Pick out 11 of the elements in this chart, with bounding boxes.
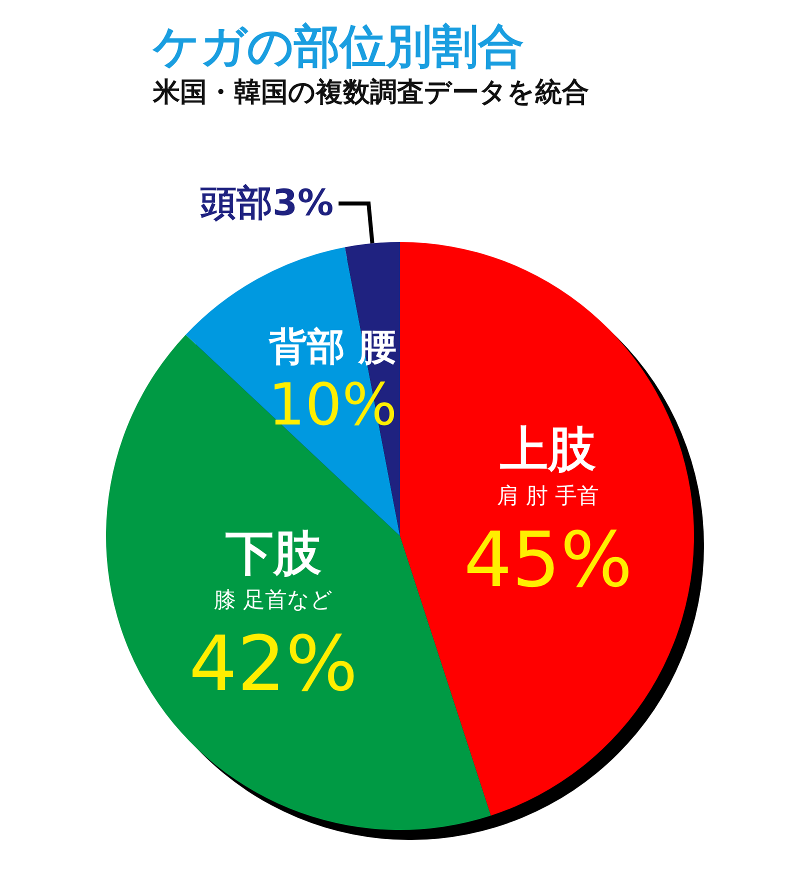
slice-label: 下肢 (225, 525, 322, 582)
chart-title: ケガの部位別割合 (152, 19, 524, 73)
slice-label: 頭部3% (199, 182, 334, 224)
slice-label: 上肢 (500, 422, 596, 478)
data-label: 10% (268, 370, 398, 439)
data-label: 45% (464, 515, 633, 604)
slice-label: 背部 腰 (268, 324, 396, 369)
text: 膝 足首など (214, 588, 333, 613)
text: 肩 肘 手首 (497, 484, 600, 510)
chart-subtitle: 米国・韓国の複数調査データを統合 (152, 77, 589, 108)
data-label: 42% (188, 618, 358, 708)
